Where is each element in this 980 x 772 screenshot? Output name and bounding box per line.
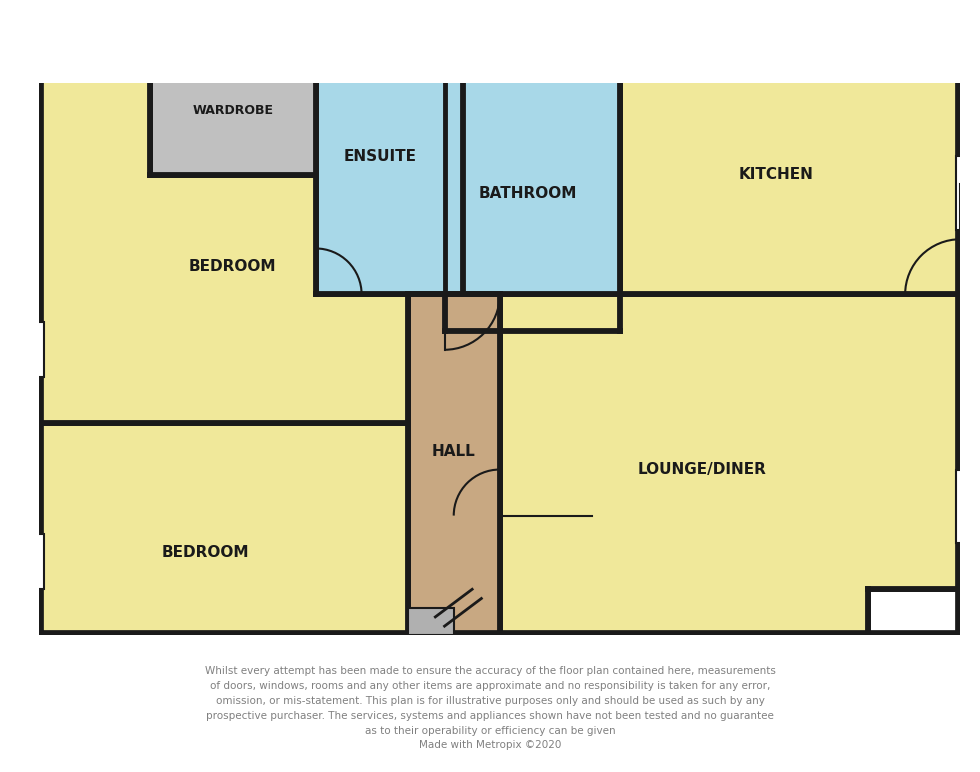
Bar: [408, 608, 454, 635]
Polygon shape: [445, 55, 619, 331]
Polygon shape: [316, 55, 463, 294]
Text: Whilst every attempt has been made to ensure the accuracy of the floor plan cont: Whilst every attempt has been made to en…: [205, 666, 775, 750]
Text: KITCHEN: KITCHEN: [739, 168, 813, 182]
Text: WARDROBE: WARDROBE: [192, 103, 273, 117]
Text: LOUNGE/DINER: LOUNGE/DINER: [638, 462, 767, 477]
Polygon shape: [39, 424, 408, 635]
Bar: [34, 534, 44, 589]
Polygon shape: [500, 294, 960, 635]
Text: BEDROOM: BEDROOM: [162, 545, 249, 560]
Polygon shape: [619, 55, 960, 294]
Text: BATHROOM: BATHROOM: [478, 185, 576, 201]
Bar: [956, 156, 965, 230]
Polygon shape: [39, 55, 463, 424]
Bar: [956, 469, 965, 543]
Text: BEDROOM: BEDROOM: [189, 259, 276, 274]
Bar: [34, 322, 44, 378]
Text: ENSUITE: ENSUITE: [344, 149, 416, 164]
Text: HALL: HALL: [432, 444, 475, 459]
Polygon shape: [408, 294, 500, 635]
Polygon shape: [150, 55, 316, 174]
